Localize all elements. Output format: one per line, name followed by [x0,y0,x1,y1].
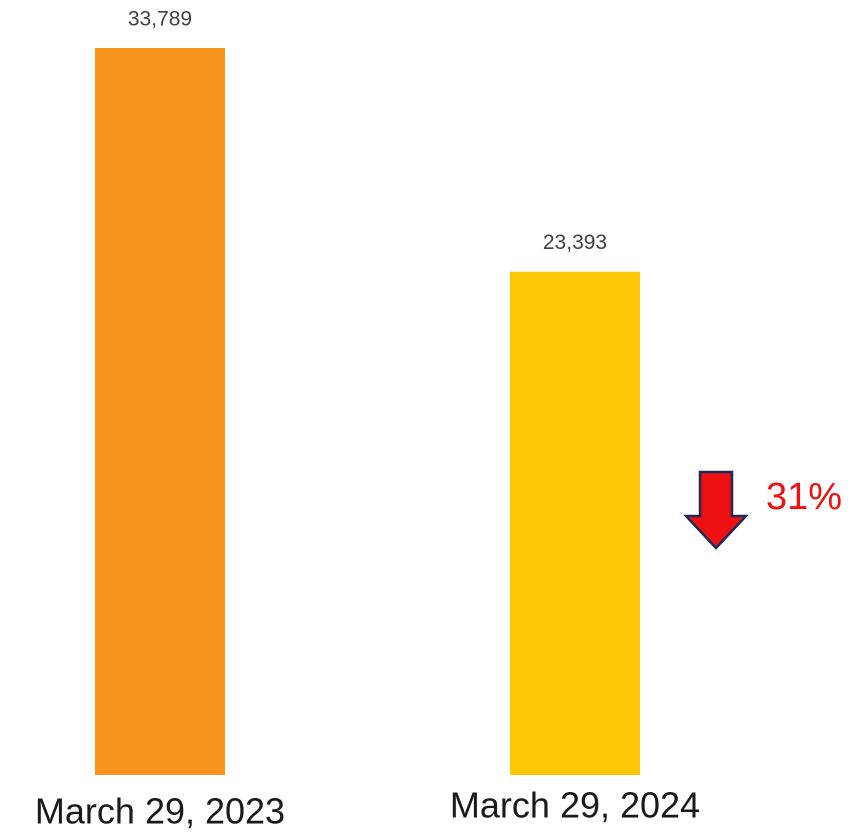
bar [510,271,640,775]
value-label: 33,789 [128,8,192,31]
change-annotation: 31% [766,476,842,518]
category-label: March 29, 2024 [450,785,700,826]
bar [95,48,225,775]
category-label: March 29, 2023 [35,791,285,832]
down-arrow [683,470,749,550]
value-label: 23,393 [543,231,607,254]
